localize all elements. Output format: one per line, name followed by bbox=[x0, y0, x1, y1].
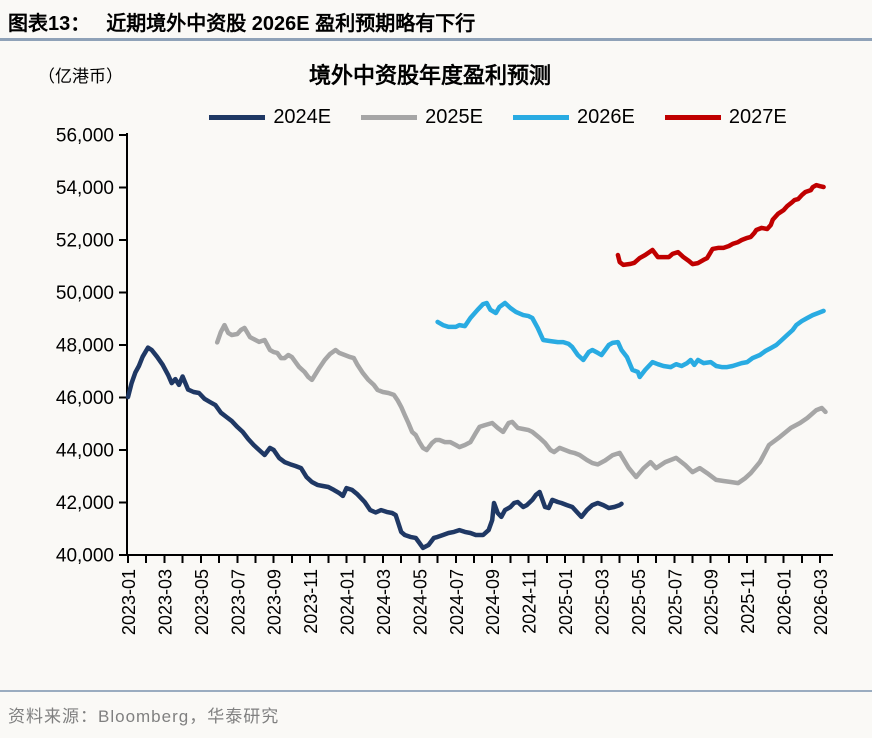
svg-text:56,000: 56,000 bbox=[56, 126, 114, 147]
svg-text:52,000: 52,000 bbox=[56, 231, 114, 252]
legend-label-2024e: 2024E bbox=[273, 106, 332, 128]
figure-header: 图表13： 近期境外中资股 2026E 盈利预期略有下行 bbox=[8, 7, 475, 36]
legend-line-swatch-2027e bbox=[664, 115, 721, 120]
svg-text:54,000: 54,000 bbox=[56, 178, 114, 199]
svg-text:2025-11: 2025-11 bbox=[738, 569, 758, 634]
series-2024e-line bbox=[125, 345, 624, 551]
legend-item-2027e: 2027E bbox=[664, 106, 787, 129]
svg-text:2025-07: 2025-07 bbox=[665, 569, 685, 635]
svg-text:2023-07: 2023-07 bbox=[228, 569, 248, 635]
legend-line-swatch-2025e bbox=[361, 115, 418, 120]
svg-text:48,000: 48,000 bbox=[56, 336, 114, 357]
svg-text:2024-07: 2024-07 bbox=[447, 569, 467, 635]
svg-text:2025-03: 2025-03 bbox=[592, 569, 612, 635]
series-2025e-line bbox=[214, 322, 828, 486]
legend-line-swatch-2024e bbox=[209, 115, 266, 120]
svg-text:2023-11: 2023-11 bbox=[301, 569, 321, 634]
svg-text:2025-05: 2025-05 bbox=[629, 569, 649, 635]
y-axis-ticks bbox=[119, 134, 127, 556]
legend-item-2026e: 2026E bbox=[513, 106, 635, 129]
svg-text:40,000: 40,000 bbox=[56, 546, 114, 567]
svg-text:2023-09: 2023-09 bbox=[265, 569, 285, 635]
legend-item-2024e: 2024E bbox=[209, 106, 331, 129]
x-axis-ticks bbox=[127, 556, 821, 563]
y-axis-labels: 40,000 42,000 44,000 46,000 48,000 50,000 52,0… bbox=[56, 126, 114, 567]
svg-text:2025-01: 2025-01 bbox=[556, 569, 576, 635]
figure-label: 图表13： bbox=[8, 13, 91, 35]
legend-label-2027e: 2027E bbox=[728, 106, 787, 128]
legend-label-2026e: 2026E bbox=[577, 106, 635, 128]
line-chart: 40,000 42,000 44,000 46,000 48,000 50,000 52,0… bbox=[56, 126, 833, 635]
chart-title: 境外中资股年度盈利预测 bbox=[308, 63, 551, 88]
axes bbox=[126, 133, 833, 556]
svg-text:2025-09: 2025-09 bbox=[702, 569, 722, 635]
legend-item-2025e: 2025E bbox=[361, 106, 483, 129]
x-axis-labels: 2023-01 2023-03 2023-05 2023-07 2023-09 2023-… bbox=[119, 569, 831, 635]
svg-text:42,000: 42,000 bbox=[56, 493, 114, 514]
svg-text:2023-03: 2023-03 bbox=[155, 569, 175, 635]
svg-text:2024-09: 2024-09 bbox=[483, 569, 503, 635]
chart-legend: 2024E 2025E 2026E 2027E bbox=[62, 106, 872, 129]
header-divider bbox=[0, 38, 872, 41]
series-2026e-line bbox=[435, 300, 826, 380]
svg-text:44,000: 44,000 bbox=[56, 441, 114, 462]
footer-divider bbox=[0, 690, 872, 692]
svg-text:2024-05: 2024-05 bbox=[410, 569, 430, 635]
svg-text:46,000: 46,000 bbox=[56, 388, 114, 409]
legend-label-2025e: 2025E bbox=[425, 106, 483, 128]
svg-text:2024-03: 2024-03 bbox=[374, 569, 394, 635]
series-2027e-line bbox=[615, 182, 826, 268]
svg-text:50,000: 50,000 bbox=[56, 283, 114, 304]
legend-line-swatch-2026e bbox=[513, 115, 569, 120]
source-note: 资料来源：Bloomberg，华泰研究 bbox=[8, 707, 280, 726]
svg-text:2023-05: 2023-05 bbox=[192, 569, 212, 635]
svg-text:2026-03: 2026-03 bbox=[811, 569, 831, 635]
svg-text:2026-01: 2026-01 bbox=[775, 569, 795, 635]
y-axis-unit-label: （亿港币） bbox=[38, 67, 123, 86]
figure-title: 近期境外中资股 2026E 盈利预期略有下行 bbox=[106, 13, 476, 35]
svg-text:2023-01: 2023-01 bbox=[119, 569, 139, 635]
svg-text:2024-11: 2024-11 bbox=[520, 569, 540, 634]
svg-text:2024-01: 2024-01 bbox=[338, 569, 358, 635]
